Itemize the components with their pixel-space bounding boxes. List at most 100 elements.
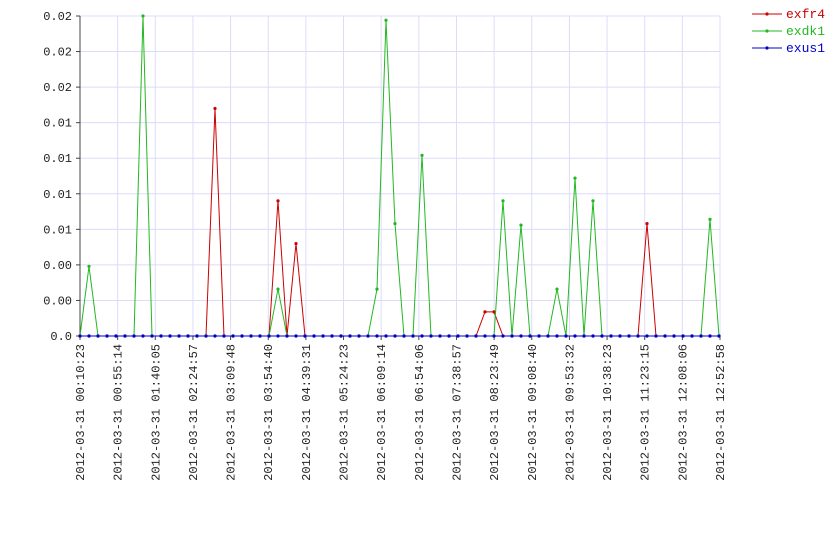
x-tick-label: 2012-03-31 04:39:31 <box>300 344 314 481</box>
y-tick-label: 0.02 <box>43 46 72 60</box>
data-point <box>474 334 478 338</box>
data-point <box>303 334 307 338</box>
x-tick-label: 2012-03-31 00:10:23 <box>74 344 88 481</box>
y-tick-label: 0.02 <box>43 81 72 95</box>
data-point <box>645 334 649 338</box>
data-point <box>375 334 379 338</box>
data-point <box>681 334 685 338</box>
data-point <box>411 334 415 338</box>
data-point <box>384 18 388 22</box>
data-point <box>519 334 523 338</box>
x-tick-label: 2012-03-31 07:38:57 <box>450 344 464 481</box>
x-tick-label: 2012-03-31 12:52:58 <box>714 344 728 481</box>
data-point <box>375 287 379 291</box>
data-point <box>366 334 370 338</box>
data-point <box>555 287 559 291</box>
data-point <box>330 334 334 338</box>
data-point <box>357 334 361 338</box>
data-point <box>555 334 559 338</box>
data-point <box>618 334 622 338</box>
x-tick-label: 2012-03-31 11:23:15 <box>639 344 653 481</box>
data-point <box>132 334 136 338</box>
x-tick-label: 2012-03-31 03:54:40 <box>262 344 276 481</box>
data-point <box>492 310 496 314</box>
y-tick-label: 0.01 <box>43 188 72 202</box>
data-point <box>159 334 163 338</box>
data-point <box>195 334 199 338</box>
data-point <box>582 334 586 338</box>
data-point <box>222 334 226 338</box>
data-point <box>483 310 487 314</box>
data-point <box>564 334 568 338</box>
legend-label: exus1 <box>786 41 825 56</box>
data-point <box>501 199 505 203</box>
data-point <box>177 334 181 338</box>
data-point <box>141 14 145 18</box>
data-point <box>636 334 640 338</box>
data-point <box>393 222 397 226</box>
data-point <box>267 334 271 338</box>
x-tick-label: 2012-03-31 12:08:06 <box>676 344 690 481</box>
data-point <box>87 264 91 268</box>
data-point <box>492 334 496 338</box>
data-point <box>213 334 217 338</box>
data-point <box>114 334 118 338</box>
data-point <box>672 334 676 338</box>
data-point <box>420 153 424 157</box>
y-tick-label: 0.02 <box>43 10 72 24</box>
data-point <box>429 334 433 338</box>
x-tick-label: 2012-03-31 06:54:06 <box>413 344 427 481</box>
data-point <box>393 334 397 338</box>
x-tick-label: 2012-03-31 06:09:14 <box>375 344 389 481</box>
data-point <box>384 334 388 338</box>
data-point <box>348 334 352 338</box>
data-point <box>321 334 325 338</box>
series-line <box>79 15 720 337</box>
legend-swatch <box>765 29 769 33</box>
data-point <box>699 334 703 338</box>
x-tick-label: 2012-03-31 01:40:05 <box>149 344 163 481</box>
y-tick-label: 0.01 <box>43 117 72 131</box>
data-point <box>483 334 487 338</box>
data-point <box>123 334 127 338</box>
data-point <box>456 334 460 338</box>
data-point <box>312 334 316 338</box>
data-point <box>258 334 262 338</box>
data-point <box>276 287 280 291</box>
x-tick-label: 2012-03-31 00:55:14 <box>112 344 126 481</box>
x-tick-label: 2012-03-31 02:24:57 <box>187 344 201 481</box>
data-point <box>591 334 595 338</box>
data-point <box>600 334 604 338</box>
data-point <box>420 334 424 338</box>
data-point <box>465 334 469 338</box>
data-point <box>438 334 442 338</box>
y-tick-label: 0.01 <box>43 152 72 166</box>
x-tick-label: 2012-03-31 09:08:40 <box>526 344 540 481</box>
data-point <box>294 334 298 338</box>
data-point <box>402 334 406 338</box>
data-point <box>510 334 514 338</box>
data-point <box>573 334 577 338</box>
data-point <box>141 334 145 338</box>
data-point <box>294 241 298 246</box>
data-point <box>231 334 235 338</box>
data-point <box>708 217 712 221</box>
data-point <box>609 334 613 338</box>
data-point <box>249 334 253 338</box>
data-point <box>447 334 451 338</box>
data-point <box>78 334 82 338</box>
x-tick-label: 2012-03-31 03:09:48 <box>225 344 239 481</box>
data-point <box>663 334 667 338</box>
data-point <box>168 334 172 338</box>
data-point <box>537 334 541 338</box>
data-point <box>87 334 91 338</box>
series-line <box>80 108 719 337</box>
data-point <box>573 176 577 180</box>
data-point <box>240 334 244 338</box>
x-tick-label: 2012-03-31 10:38:23 <box>601 344 615 481</box>
y-tick-label: 0.00 <box>43 259 72 273</box>
legend-swatch <box>765 46 769 50</box>
data-point <box>186 334 190 338</box>
